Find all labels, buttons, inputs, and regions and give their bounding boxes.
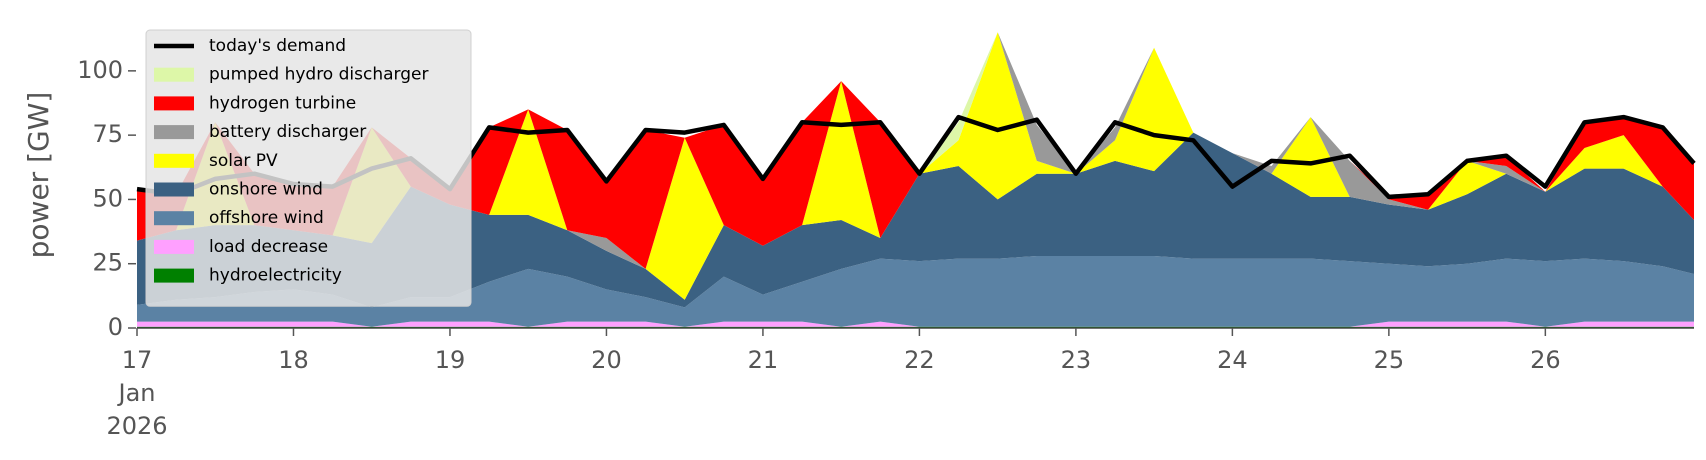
y-tick-label: 0 <box>108 313 123 341</box>
legend-label: hydroelectricity <box>209 266 342 286</box>
legend-swatch <box>154 182 194 197</box>
x-tick-label: 23 <box>1061 346 1092 374</box>
legend-label: load decrease <box>209 237 328 257</box>
legend-swatch <box>154 67 194 82</box>
y-axis-label: power [GW] <box>22 92 55 259</box>
legend-label: solar PV <box>209 151 278 171</box>
x-tick-label: 26 <box>1530 346 1561 374</box>
y-tick-label: 100 <box>77 56 123 84</box>
legend-label: hydrogen turbine <box>209 93 356 113</box>
y-tick-label: 25 <box>92 249 123 277</box>
legend-label: today's demand <box>209 36 346 56</box>
area <box>137 132 1694 308</box>
x-tick-label: 18 <box>278 346 309 374</box>
x-tick-label: 17 <box>122 346 153 374</box>
x-tick-label: 21 <box>748 346 779 374</box>
x-tick-label: 20 <box>591 346 622 374</box>
legend-label: battery discharger <box>209 122 366 142</box>
x-tick-label: 24 <box>1217 346 1248 374</box>
y-tick-label: 50 <box>92 184 123 212</box>
legend-label: pumped hydro discharger <box>209 65 428 85</box>
y-tick-label: 75 <box>92 120 123 148</box>
legend-swatch <box>154 239 194 254</box>
legend-swatch <box>154 96 194 111</box>
legend-box <box>145 29 472 307</box>
legend-swatch <box>154 268 194 283</box>
area <box>137 321 1694 327</box>
x-date-label: Jan <box>117 379 156 407</box>
x-tick-label: 22 <box>904 346 935 374</box>
legend-swatch <box>154 125 194 140</box>
legend-label: offshore wind <box>209 208 324 228</box>
legend-label: onshore wind <box>209 180 323 200</box>
legend-swatch <box>154 211 194 226</box>
area <box>137 256 1694 327</box>
x-tick-label: 19 <box>435 346 466 374</box>
x-tick-label: 25 <box>1374 346 1405 374</box>
legend-swatch <box>154 153 194 168</box>
x-date-label: 2026 <box>106 412 167 440</box>
